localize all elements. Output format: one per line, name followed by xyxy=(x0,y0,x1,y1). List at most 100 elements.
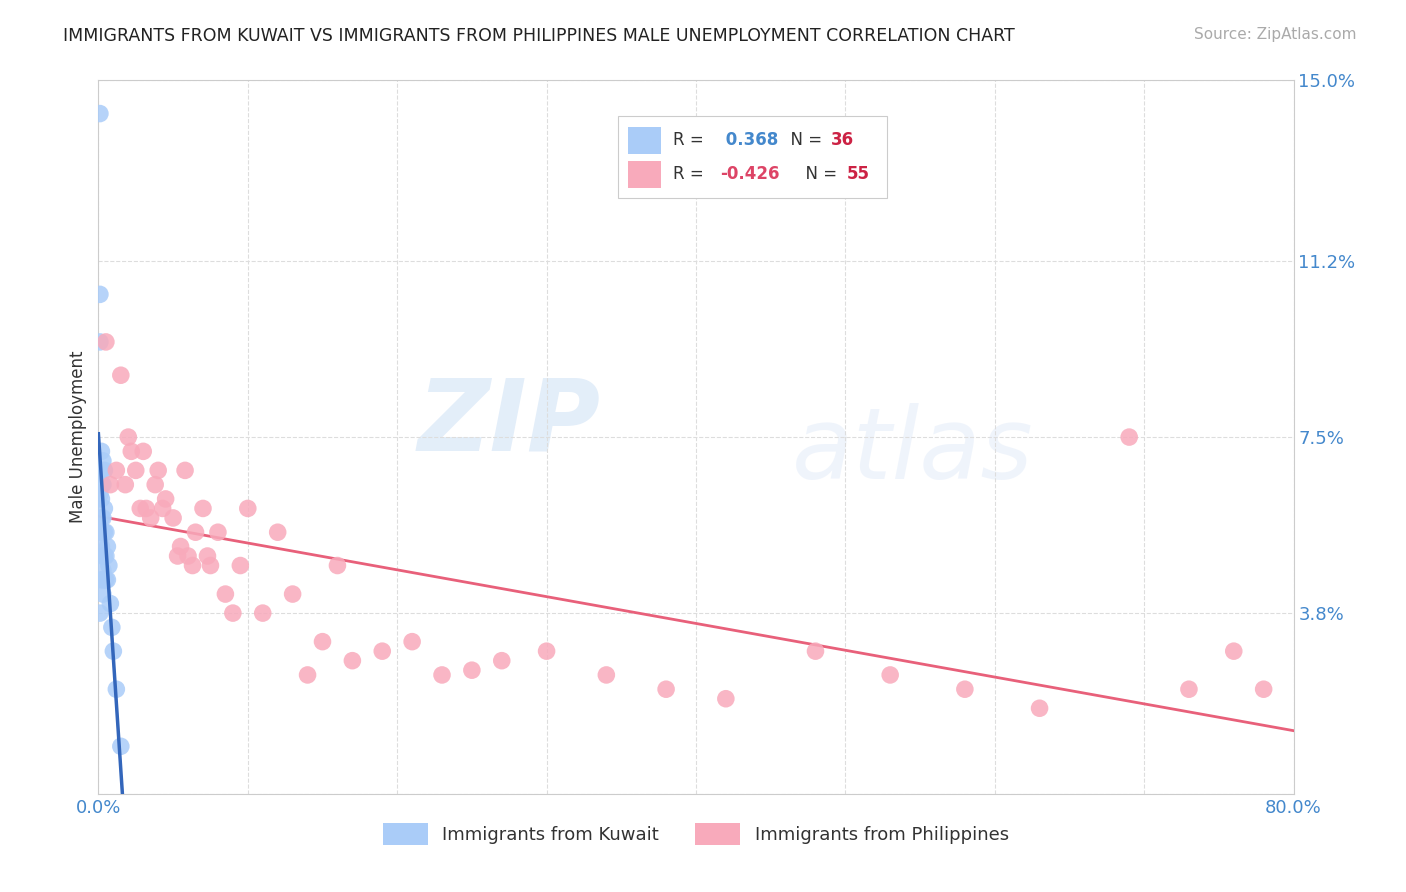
Point xyxy=(267,525,290,540)
Point xyxy=(181,558,204,573)
Point xyxy=(174,463,197,477)
Point xyxy=(90,491,112,506)
Point xyxy=(342,654,364,668)
Point xyxy=(120,444,142,458)
Point xyxy=(879,668,901,682)
Point xyxy=(326,558,349,573)
Point xyxy=(139,511,162,525)
Point xyxy=(93,525,115,540)
Point xyxy=(96,573,118,587)
Point xyxy=(155,491,177,506)
Point xyxy=(91,587,114,601)
Point xyxy=(207,525,229,540)
Point xyxy=(90,477,112,491)
Point xyxy=(94,525,117,540)
Point xyxy=(1028,701,1050,715)
Point xyxy=(222,606,245,620)
Point xyxy=(169,540,191,554)
Point xyxy=(166,549,188,563)
Point xyxy=(214,587,236,601)
Y-axis label: Male Unemployment: Male Unemployment xyxy=(69,351,87,524)
Point xyxy=(91,525,114,540)
FancyBboxPatch shape xyxy=(628,161,661,188)
Point xyxy=(135,501,157,516)
Point xyxy=(129,501,152,516)
Point xyxy=(105,682,128,697)
Point xyxy=(91,477,114,491)
Text: N =: N = xyxy=(780,131,827,149)
Text: 36: 36 xyxy=(831,131,853,149)
Point xyxy=(461,663,484,677)
Text: N =: N = xyxy=(796,166,842,184)
Point xyxy=(229,558,252,573)
Point xyxy=(89,606,111,620)
Point xyxy=(110,739,132,754)
Point xyxy=(252,606,274,620)
Point xyxy=(94,573,117,587)
Point xyxy=(804,644,827,658)
Point xyxy=(90,511,112,525)
Point xyxy=(117,430,139,444)
Point xyxy=(105,463,128,477)
Point xyxy=(132,444,155,458)
Point xyxy=(371,644,394,658)
Text: R =: R = xyxy=(673,166,709,184)
Point xyxy=(89,487,111,501)
Point xyxy=(401,634,423,648)
Point xyxy=(1118,430,1140,444)
Point xyxy=(430,668,453,682)
Point xyxy=(93,573,115,587)
Text: R =: R = xyxy=(673,131,709,149)
Point xyxy=(714,691,737,706)
Point xyxy=(143,477,166,491)
Point xyxy=(184,525,207,540)
Point xyxy=(114,477,136,491)
Point xyxy=(103,644,125,658)
Text: IMMIGRANTS FROM KUWAIT VS IMMIGRANTS FROM PHILIPPINES MALE UNEMPLOYMENT CORRELAT: IMMIGRANTS FROM KUWAIT VS IMMIGRANTS FRO… xyxy=(63,27,1015,45)
Point xyxy=(89,334,111,349)
Point xyxy=(90,463,112,477)
Point xyxy=(297,668,319,682)
Point xyxy=(90,444,112,458)
Point xyxy=(93,549,115,563)
Text: 0.368: 0.368 xyxy=(720,131,778,149)
Point xyxy=(152,501,174,516)
Point xyxy=(90,540,112,554)
FancyBboxPatch shape xyxy=(619,116,887,198)
Point xyxy=(655,682,678,697)
Point xyxy=(148,463,170,477)
Point xyxy=(953,682,976,697)
Point xyxy=(89,106,111,120)
Point xyxy=(200,558,222,573)
FancyBboxPatch shape xyxy=(628,127,661,153)
Point xyxy=(97,558,120,573)
Point xyxy=(1178,682,1201,697)
Legend: Immigrants from Kuwait, Immigrants from Philippines: Immigrants from Kuwait, Immigrants from … xyxy=(375,816,1017,853)
Point xyxy=(1253,682,1275,697)
Point xyxy=(91,563,114,577)
Point xyxy=(236,501,259,516)
Text: atlas: atlas xyxy=(792,403,1033,500)
Point xyxy=(98,597,122,611)
Point xyxy=(90,525,112,540)
Point xyxy=(93,501,115,516)
Point xyxy=(94,549,117,563)
Point xyxy=(91,549,114,563)
Point xyxy=(281,587,304,601)
Point xyxy=(177,549,200,563)
Point xyxy=(101,620,124,634)
Point xyxy=(91,511,114,525)
Point xyxy=(90,573,112,587)
Point xyxy=(595,668,617,682)
Point xyxy=(98,477,122,491)
Point xyxy=(93,463,115,477)
Point xyxy=(197,549,219,563)
Point xyxy=(162,511,184,525)
Text: ZIP: ZIP xyxy=(418,375,600,471)
Point xyxy=(110,368,132,383)
Point xyxy=(191,501,214,516)
Text: -0.426: -0.426 xyxy=(720,166,779,184)
Point xyxy=(536,644,558,658)
Point xyxy=(94,334,117,349)
Point xyxy=(96,540,118,554)
